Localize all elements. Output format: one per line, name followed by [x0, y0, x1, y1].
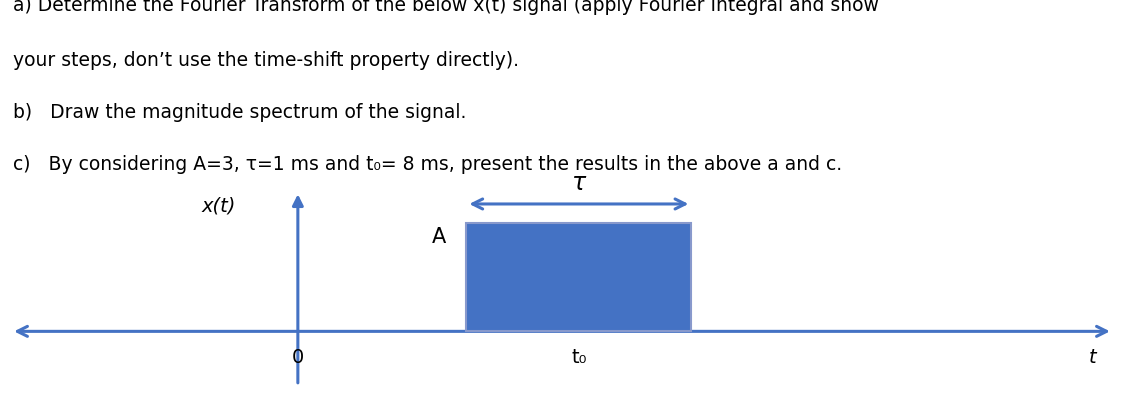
Text: τ: τ: [572, 171, 586, 195]
Text: a) Determine the Fourier Transform of the below x(t) signal (apply Fourier Integ: a) Determine the Fourier Transform of th…: [13, 0, 879, 15]
Bar: [466, 223, 691, 331]
Text: c)   By considering A=3, τ=1 ms and t₀= 8 ms, present the results in the above a: c) By considering A=3, τ=1 ms and t₀= 8 …: [13, 155, 843, 174]
Text: 0: 0: [292, 348, 303, 367]
Text: b)   Draw the magnitude spectrum of the signal.: b) Draw the magnitude spectrum of the si…: [13, 103, 466, 122]
Text: your steps, don’t use the time-shift property directly).: your steps, don’t use the time-shift pro…: [13, 51, 519, 71]
Text: x(t): x(t): [201, 197, 236, 216]
Text: t: t: [1088, 348, 1096, 367]
Text: A: A: [432, 227, 446, 247]
Text: t₀: t₀: [571, 348, 587, 367]
